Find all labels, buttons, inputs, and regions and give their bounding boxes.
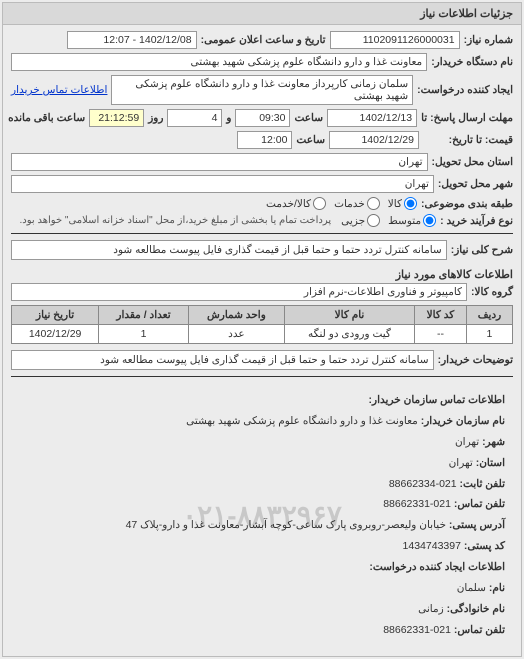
process-partial-option[interactable]: جزیی <box>341 214 380 227</box>
keywords-field: سامانه کنترل تردد حتما و حتما قبل از قیم… <box>11 240 447 260</box>
group-field: کامپیوتر و فناوری اطلاعات-نرم افزار <box>11 283 467 301</box>
table-cell: گیت ورودی دو لنگه <box>284 325 414 344</box>
contact-name: سلمان <box>457 582 486 594</box>
process-partial-radio[interactable] <box>367 214 380 227</box>
buyer-org-label: نام دستگاه خریدار: <box>431 56 513 68</box>
table-cell: -- <box>415 325 467 344</box>
days-field: 4 <box>167 109 222 127</box>
type-khadamat-radio[interactable] <box>367 197 380 210</box>
deadline-hour: 09:30 <box>235 109 290 127</box>
divider-2 <box>11 376 513 377</box>
panel-header: جزئیات اطلاعات نیاز <box>3 3 521 25</box>
keywords-label: شرح کلی نیاز: <box>451 244 513 256</box>
goods-header: اطلاعات کالاهای مورد نیاز <box>11 264 513 283</box>
deadline-label: مهلت ارسال پاسخ: تا <box>421 112 513 124</box>
contact-header: اطلاعات تماس سازمان خریدار: <box>369 394 505 406</box>
contact-address-label: آدرس پستی: <box>449 519 505 531</box>
remain-label: ساعت باقی مانده <box>8 112 85 124</box>
price-valid-hour: 12:00 <box>237 131 292 149</box>
announce-label: تاریخ و ساعت اعلان عمومی: <box>201 34 326 46</box>
price-valid-date: 1402/12/29 <box>329 131 419 149</box>
province-label: استان محل تحویل: <box>432 156 513 168</box>
deadline-date: 1402/12/13 <box>327 109 417 127</box>
table-row: 1--گیت ورودی دو لنگهعدد11402/12/29 <box>12 325 513 344</box>
process-medium-option[interactable]: متوسط <box>388 214 436 227</box>
contact-section: ۰۲۱-۸۸۳۲۹۶۷ اطلاعات تماس سازمان خریدار: … <box>11 383 513 650</box>
contact-phone: 021-88662334 <box>389 478 457 490</box>
contact-name-label: نام: <box>489 582 505 594</box>
contact-fax-label: تلفن تماس: <box>454 498 505 510</box>
table-header: ردیف <box>466 306 512 325</box>
province-field: تهران <box>11 153 428 171</box>
contact-link[interactable]: اطلاعات تماس خریدار <box>11 84 107 96</box>
city-field: تهران <box>11 175 434 193</box>
buyer-org-field: معاونت غذا و دارو دانشگاه علوم پزشکی شهی… <box>11 53 427 71</box>
process-medium-radio[interactable] <box>423 214 436 227</box>
contact-tel-label: تلفن تماس: <box>454 624 505 636</box>
contact-fax: 021-88662331 <box>383 498 451 510</box>
type-kala-option[interactable]: کالا <box>388 197 417 210</box>
creator-field: سلمان زمانی کارپرداز معاونت غذا و دارو د… <box>111 75 413 105</box>
need-no-field: 1102091126000031 <box>330 31 460 49</box>
type-khadamat-option[interactable]: خدمات <box>334 197 380 210</box>
contact-postal-label: کد پستی: <box>464 540 505 552</box>
contact-phone-label: تلفن ثابت: <box>460 478 505 490</box>
table-header: نام کالا <box>284 306 414 325</box>
contact-province-label: استان: <box>476 457 505 469</box>
goods-table: ردیفکد کالانام کالاواحد شمارشتعداد / مقد… <box>11 305 513 344</box>
price-valid-hour-label: ساعت <box>296 134 325 146</box>
contact-address: خیابان ولیعصر-روبروی پارک ساعی-کوچه آبشا… <box>126 519 446 531</box>
table-cell: 1 <box>99 325 189 344</box>
contact-tel: 021-88662331 <box>383 624 451 636</box>
group-label: گروه کالا: <box>471 286 513 298</box>
remain-hour: 21:12:59 <box>89 109 144 127</box>
contact-family-label: نام خانوادگی: <box>447 603 505 615</box>
table-cell: عدد <box>188 325 284 344</box>
table-header: تاریخ نیاز <box>12 306 99 325</box>
creator-header: اطلاعات ایجاد کننده درخواست: <box>369 561 505 573</box>
contact-postal: 1434743397 <box>403 540 461 552</box>
table-header: واحد شمارش <box>188 306 284 325</box>
type-both-option[interactable]: کالا/خدمت <box>266 197 326 210</box>
deadline-hour-label: ساعت <box>294 112 323 124</box>
contact-family: زمانی <box>418 603 444 615</box>
contact-org-label: نام سازمان خریدار: <box>421 415 505 427</box>
contact-city-label: شهر: <box>482 436 505 448</box>
table-cell: 1402/12/29 <box>12 325 99 344</box>
type-kala-radio[interactable] <box>404 197 417 210</box>
need-no-label: شماره نیاز: <box>464 34 513 46</box>
process-note: پرداخت تمام یا بخشی از مبلغ خرید،از محل … <box>20 215 332 226</box>
main-section: شماره نیاز: 1102091126000031 تاریخ و ساع… <box>3 25 521 656</box>
price-valid-label: قیمت: تا تاریخ: <box>423 134 513 146</box>
type-both-radio[interactable] <box>313 197 326 210</box>
type-label: طبقه بندی موضوعی: <box>421 198 513 210</box>
contact-city: تهران <box>455 436 479 448</box>
contact-org: معاونت غذا و دارو دانشگاه علوم پزشکی شهی… <box>186 415 418 427</box>
table-cell: 1 <box>466 325 512 344</box>
details-panel: جزئیات اطلاعات نیاز شماره نیاز: 11020911… <box>2 2 522 657</box>
process-label: نوع فرآیند خرید : <box>440 215 513 227</box>
days-after-label: روز <box>148 112 163 124</box>
type-radio-group: کالا خدمات کالا/خدمت <box>266 197 417 210</box>
table-header: کد کالا <box>415 306 467 325</box>
process-radio-group: متوسط جزیی <box>341 214 436 227</box>
creator-label: ایجاد کننده درخواست: <box>417 84 513 96</box>
table-header: تعداد / مقدار <box>99 306 189 325</box>
contact-province: تهران <box>449 457 473 469</box>
divider-1 <box>11 233 513 234</box>
announce-field: 1402/12/08 - 12:07 <box>67 31 197 49</box>
days-label: و <box>226 112 231 124</box>
desc-field: سامانه کنترل تردد حتما و حتما قبل از قیم… <box>11 350 434 370</box>
desc-label: توضیحات خریدار: <box>438 354 513 366</box>
city-label: شهر محل تحویل: <box>438 178 513 190</box>
